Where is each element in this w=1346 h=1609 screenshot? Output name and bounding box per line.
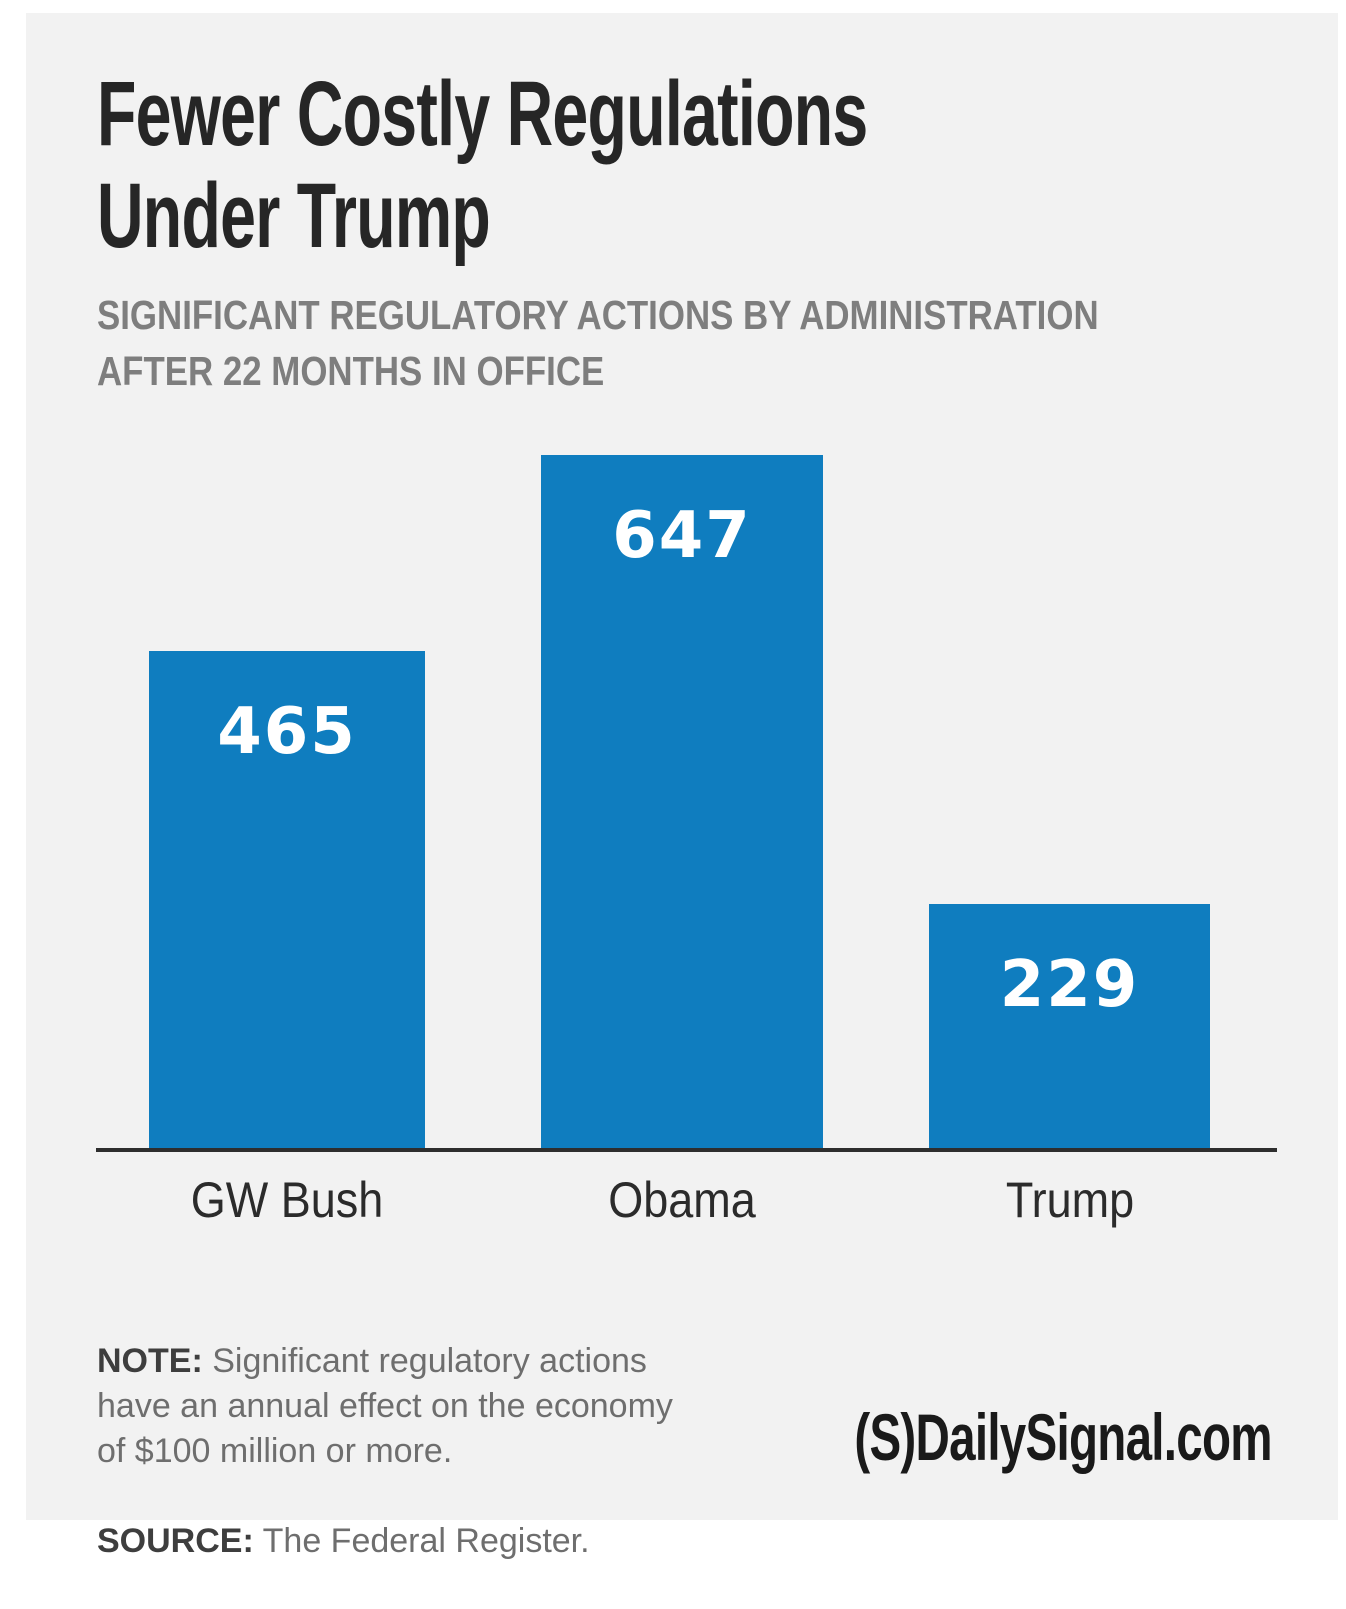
bar-value-label: 465 xyxy=(217,695,357,769)
chart-subtitle: SIGNIFICANT REGULATORY ACTIONS BY ADMINI… xyxy=(97,292,1099,394)
source-label: SOURCE: xyxy=(97,1522,254,1560)
x-axis-line xyxy=(96,1148,1277,1152)
note-label: NOTE: xyxy=(97,1342,203,1380)
infographic-page: Fewer Costly Regulations Under Trump SIG… xyxy=(26,13,1338,1560)
chart-title: Fewer Costly Regulations Under Trump xyxy=(97,63,868,267)
bar-trump: 229 xyxy=(929,904,1210,1150)
bar-chart: 465 647 229 GW Bush Obama Trump xyxy=(26,13,1338,1520)
footnote-block: NOTE: Significant regulatory actions hav… xyxy=(97,1294,757,1609)
note-text: Significant regulatory actions have an a… xyxy=(97,1342,673,1470)
dailysignal-logo: (S)DailySignal.com xyxy=(854,1400,1273,1474)
category-label-obama: Obama xyxy=(608,1172,756,1228)
bar-value-label: 647 xyxy=(612,499,752,573)
source-text: The Federal Register. xyxy=(262,1522,590,1560)
bar-gw-bush: 465 xyxy=(149,651,425,1150)
category-label-gw-bush: GW Bush xyxy=(190,1172,384,1228)
bar-obama: 647 xyxy=(541,455,823,1150)
bar-value-label: 229 xyxy=(999,948,1140,1022)
chart-card: Fewer Costly Regulations Under Trump SIG… xyxy=(26,13,1338,1560)
source-line: SOURCE: The Federal Register. xyxy=(97,1519,757,1564)
note-line: NOTE: Significant regulatory actions hav… xyxy=(97,1339,757,1474)
category-label-trump: Trump xyxy=(1005,1172,1134,1228)
